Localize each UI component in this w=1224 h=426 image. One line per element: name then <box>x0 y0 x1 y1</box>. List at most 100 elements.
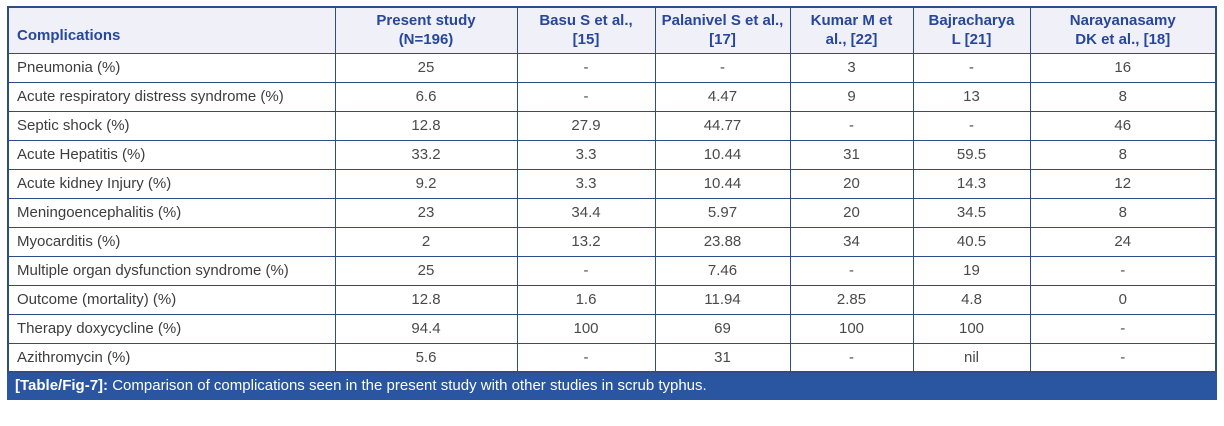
cell-value: - <box>912 52 1031 83</box>
cell-value: 20 <box>789 197 914 228</box>
cell-value: 12.8 <box>334 284 518 315</box>
cell-value: - <box>516 255 656 286</box>
table-row: Outcome (mortality) (%) 12.8 1.6 11.94 2… <box>7 284 1217 315</box>
cell-value: 10.44 <box>654 139 791 170</box>
cell-value: 27.9 <box>516 110 656 141</box>
cell-value: - <box>516 52 656 83</box>
cell-value: 14.3 <box>912 168 1031 199</box>
caption-label: [Table/Fig-7]: <box>15 377 109 394</box>
cell-value: 34.4 <box>516 197 656 228</box>
cell-value: 12.8 <box>334 110 518 141</box>
table-row: Azithromycin (%) 5.6 - 31 - nil - <box>7 342 1217 373</box>
cell-value: 7.46 <box>654 255 791 286</box>
cell-value: 69 <box>654 313 791 344</box>
cell-value: 4.47 <box>654 81 791 112</box>
cell-value: 44.77 <box>654 110 791 141</box>
cell-value: - <box>789 255 914 286</box>
cell-value: - <box>1029 255 1217 286</box>
cell-value: 94.4 <box>334 313 518 344</box>
table-row: Acute Hepatitis (%) 33.2 3.3 10.44 31 59… <box>7 139 1217 170</box>
cell-value: 34 <box>789 226 914 257</box>
column-header-present-study: Present study (N=196) <box>334 6 518 54</box>
row-label: Azithromycin (%) <box>7 342 336 373</box>
cell-value: 10.44 <box>654 168 791 199</box>
row-label: Acute Hepatitis (%) <box>7 139 336 170</box>
cell-value: 3.3 <box>516 139 656 170</box>
header-row: Complications Present study (N=196) Basu… <box>7 6 1217 54</box>
cell-value: - <box>1029 313 1217 344</box>
cell-value: 23 <box>334 197 518 228</box>
column-header-complications: Complications <box>7 6 336 54</box>
cell-value: 46 <box>1029 110 1217 141</box>
cell-value: 5.97 <box>654 197 791 228</box>
cell-value: 100 <box>912 313 1031 344</box>
column-header-palanivel: Palanivel S et al., [17] <box>654 6 791 54</box>
cell-value: nil <box>912 342 1031 373</box>
cell-value: 13.2 <box>516 226 656 257</box>
table-row: Acute respiratory distress syndrome (%) … <box>7 81 1217 112</box>
cell-value: 24 <box>1029 226 1217 257</box>
cell-value: 8 <box>1029 197 1217 228</box>
cell-value: - <box>912 110 1031 141</box>
column-header-bajracharya: Bajracharya L [21] <box>912 6 1031 54</box>
cell-value: 2.85 <box>789 284 914 315</box>
table-row: Pneumonia (%) 25 - - 3 - 16 <box>7 52 1217 83</box>
row-label: Pneumonia (%) <box>7 52 336 83</box>
cell-value: 100 <box>789 313 914 344</box>
cell-value: 40.5 <box>912 226 1031 257</box>
caption-text: Comparison of complications seen in the … <box>112 377 707 394</box>
row-label: Myocarditis (%) <box>7 226 336 257</box>
cell-value: 16 <box>1029 52 1217 83</box>
row-label: Outcome (mortality) (%) <box>7 284 336 315</box>
table-caption: [Table/Fig-7]: Comparison of complicatio… <box>7 373 1217 400</box>
cell-value: - <box>516 81 656 112</box>
cell-value: 20 <box>789 168 914 199</box>
table-row: Multiple organ dysfunction syndrome (%) … <box>7 255 1217 286</box>
cell-value: - <box>789 342 914 373</box>
cell-value: 11.94 <box>654 284 791 315</box>
cell-value: 31 <box>789 139 914 170</box>
cell-value: 3 <box>789 52 914 83</box>
column-header-basu: Basu S et al., [15] <box>516 6 656 54</box>
cell-value: 59.5 <box>912 139 1031 170</box>
complications-comparison-table: Complications Present study (N=196) Basu… <box>7 6 1217 373</box>
column-header-kumar: Kumar M et al., [22] <box>789 6 914 54</box>
row-label: Acute respiratory distress syndrome (%) <box>7 81 336 112</box>
cell-value: 8 <box>1029 81 1217 112</box>
cell-value: 8 <box>1029 139 1217 170</box>
table-row: Therapy doxycycline (%) 94.4 100 69 100 … <box>7 313 1217 344</box>
cell-value: 12 <box>1029 168 1217 199</box>
cell-value: 1.6 <box>516 284 656 315</box>
cell-value: - <box>654 52 791 83</box>
cell-value: - <box>789 110 914 141</box>
cell-value: 3.3 <box>516 168 656 199</box>
cell-value: 5.6 <box>334 342 518 373</box>
table-row: Myocarditis (%) 2 13.2 23.88 34 40.5 24 <box>7 226 1217 257</box>
cell-value: 31 <box>654 342 791 373</box>
comparison-table-figure: Complications Present study (N=196) Basu… <box>7 6 1217 400</box>
row-label: Acute kidney Injury (%) <box>7 168 336 199</box>
table-row: Acute kidney Injury (%) 9.2 3.3 10.44 20… <box>7 168 1217 199</box>
table-row: Meningoencephalitis (%) 23 34.4 5.97 20 … <box>7 197 1217 228</box>
table-row: Septic shock (%) 12.8 27.9 44.77 - - 46 <box>7 110 1217 141</box>
cell-value: 25 <box>334 52 518 83</box>
cell-value: 25 <box>334 255 518 286</box>
cell-value: 4.8 <box>912 284 1031 315</box>
cell-value: 34.5 <box>912 197 1031 228</box>
cell-value: 13 <box>912 81 1031 112</box>
row-label: Multiple organ dysfunction syndrome (%) <box>7 255 336 286</box>
cell-value: 23.88 <box>654 226 791 257</box>
cell-value: 0 <box>1029 284 1217 315</box>
row-label: Septic shock (%) <box>7 110 336 141</box>
cell-value: - <box>516 342 656 373</box>
column-header-narayanasamy: Narayanasamy DK et al., [18] <box>1029 6 1217 54</box>
cell-value: 19 <box>912 255 1031 286</box>
cell-value: - <box>1029 342 1217 373</box>
row-label: Meningoencephalitis (%) <box>7 197 336 228</box>
cell-value: 2 <box>334 226 518 257</box>
row-label: Therapy doxycycline (%) <box>7 313 336 344</box>
cell-value: 33.2 <box>334 139 518 170</box>
cell-value: 100 <box>516 313 656 344</box>
cell-value: 6.6 <box>334 81 518 112</box>
cell-value: 9.2 <box>334 168 518 199</box>
